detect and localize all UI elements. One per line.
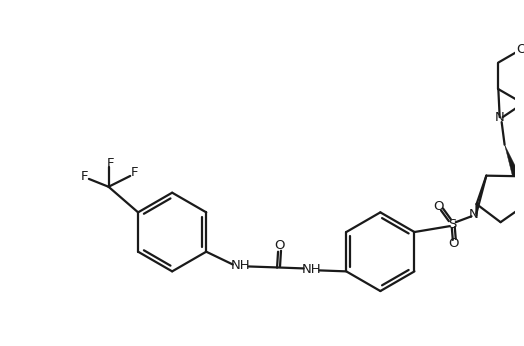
Text: N: N: [495, 111, 505, 124]
Text: NH: NH: [302, 263, 321, 276]
Text: F: F: [130, 166, 138, 180]
Text: O: O: [274, 239, 285, 252]
Polygon shape: [505, 145, 520, 176]
Text: N: N: [468, 208, 478, 221]
Text: O: O: [433, 200, 443, 213]
Text: S: S: [447, 218, 456, 231]
Text: F: F: [81, 171, 89, 183]
Text: O: O: [516, 43, 524, 56]
Text: F: F: [107, 157, 114, 170]
Text: NH: NH: [231, 259, 250, 272]
Text: O: O: [449, 237, 459, 251]
